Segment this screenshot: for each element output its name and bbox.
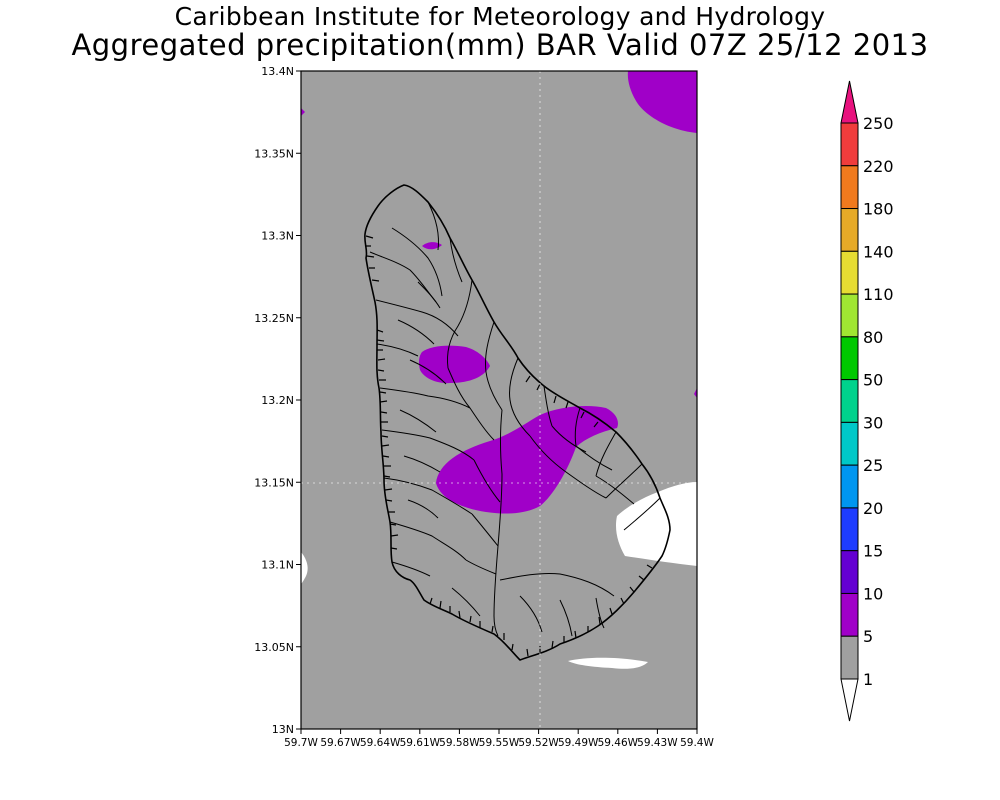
precip-patch-central-west [418, 345, 490, 384]
title-line-1: Caribbean Institute for Meteorology and … [174, 2, 826, 31]
lon-tick-label: 59.46W [598, 737, 639, 749]
lon-tick-label: 59.55W [479, 737, 520, 749]
colorbar-segment [840, 165, 859, 210]
colorbar-label: 140 [863, 242, 894, 261]
colorbar-label: 50 [863, 371, 883, 390]
lon-tick-label: 59.64W [360, 737, 401, 749]
latitude-axis: 13.4N 13.35N 13.3N 13.25N 13.2N 13.15N 13.1N 13… [254, 65, 301, 736]
dry-patch-southeast [615, 482, 697, 566]
plot-background [301, 71, 697, 729]
lon-tick-label: 59.43W [637, 737, 678, 749]
coastal-gullies [365, 235, 653, 657]
lon-tick-label: 59.7W [284, 737, 318, 749]
barbados-coastline [364, 184, 671, 661]
longitude-axis: 59.7W 59.67W 59.64W 59.61W 59.58W 59.55W 59.52… [284, 729, 714, 749]
lat-tick-label: 13.15N [254, 476, 294, 489]
colorbar-label: 80 [863, 328, 883, 347]
lon-tick-label: 59.52W [518, 737, 559, 749]
colorbar-segment [840, 208, 859, 252]
colorbar-segment [840, 592, 859, 637]
lon-tick-label: 59.67W [320, 737, 361, 749]
dry-patch-south [568, 657, 648, 669]
colorbar-label: 110 [863, 285, 894, 304]
colorbar-label: 250 [863, 114, 894, 133]
colorbar-label: 1 [863, 670, 873, 689]
lat-tick-label: 13.1N [261, 559, 294, 572]
colorbar-segment [840, 336, 859, 381]
dry-patch-west [301, 552, 308, 584]
colorbar-bottom-triangle [840, 678, 859, 722]
lon-tick-label: 59.61W [400, 737, 441, 749]
colorbar-label: 5 [863, 627, 873, 646]
colorbar-segment [840, 635, 859, 680]
colorbar-label: 25 [863, 456, 883, 475]
colorbar-label: 20 [863, 499, 883, 518]
colorbar-segment [840, 421, 859, 466]
colorbar-segment [840, 379, 859, 423]
colorbar-top-triangle [840, 80, 859, 124]
colorbar-label: 15 [863, 542, 883, 561]
precip-patch-north [422, 242, 442, 250]
lon-tick-label: 59.49W [558, 737, 599, 749]
colorbar-segment [840, 550, 859, 594]
map-titles: Caribbean Institute for Meteorology and … [0, 0, 1000, 62]
lat-tick-label: 13.3N [261, 230, 294, 243]
precip-patch-central [436, 406, 618, 514]
colorbar-segment [840, 250, 859, 295]
lat-tick-label: 13.05N [254, 641, 294, 654]
precip-patch-edge-east [694, 388, 697, 398]
colorbar-label: 220 [863, 157, 894, 176]
grid-lines [301, 71, 697, 729]
lat-tick-label: 13.35N [254, 147, 294, 160]
precip-patch-edge-west [301, 108, 305, 116]
colorbar-label: 30 [863, 413, 883, 432]
colorbar-segment [840, 293, 859, 338]
colorbar: 250 220 180 140 110 80 50 30 25 20 15 10 5 1 [840, 80, 894, 722]
colorbar-segment [840, 122, 859, 167]
title-line-2: Aggregated precipitation(mm) BAR Valid 0… [71, 28, 929, 62]
lat-tick-label: 13.2N [261, 394, 294, 407]
lat-tick-label: 13.4N [261, 65, 294, 78]
colorbar-label: 180 [863, 200, 894, 219]
lon-tick-label: 59.58W [439, 737, 480, 749]
plot-area [301, 71, 697, 729]
colorbar-segment [840, 464, 859, 509]
lat-tick-label: 13N [272, 723, 294, 736]
lon-tick-label: 59.4W [680, 737, 714, 749]
colorbar-label: 10 [863, 584, 883, 603]
precip-patch-northeast [627, 71, 697, 133]
colorbar-segment [840, 507, 859, 552]
interior-lines [369, 201, 661, 637]
lat-tick-label: 13.25N [254, 312, 294, 325]
